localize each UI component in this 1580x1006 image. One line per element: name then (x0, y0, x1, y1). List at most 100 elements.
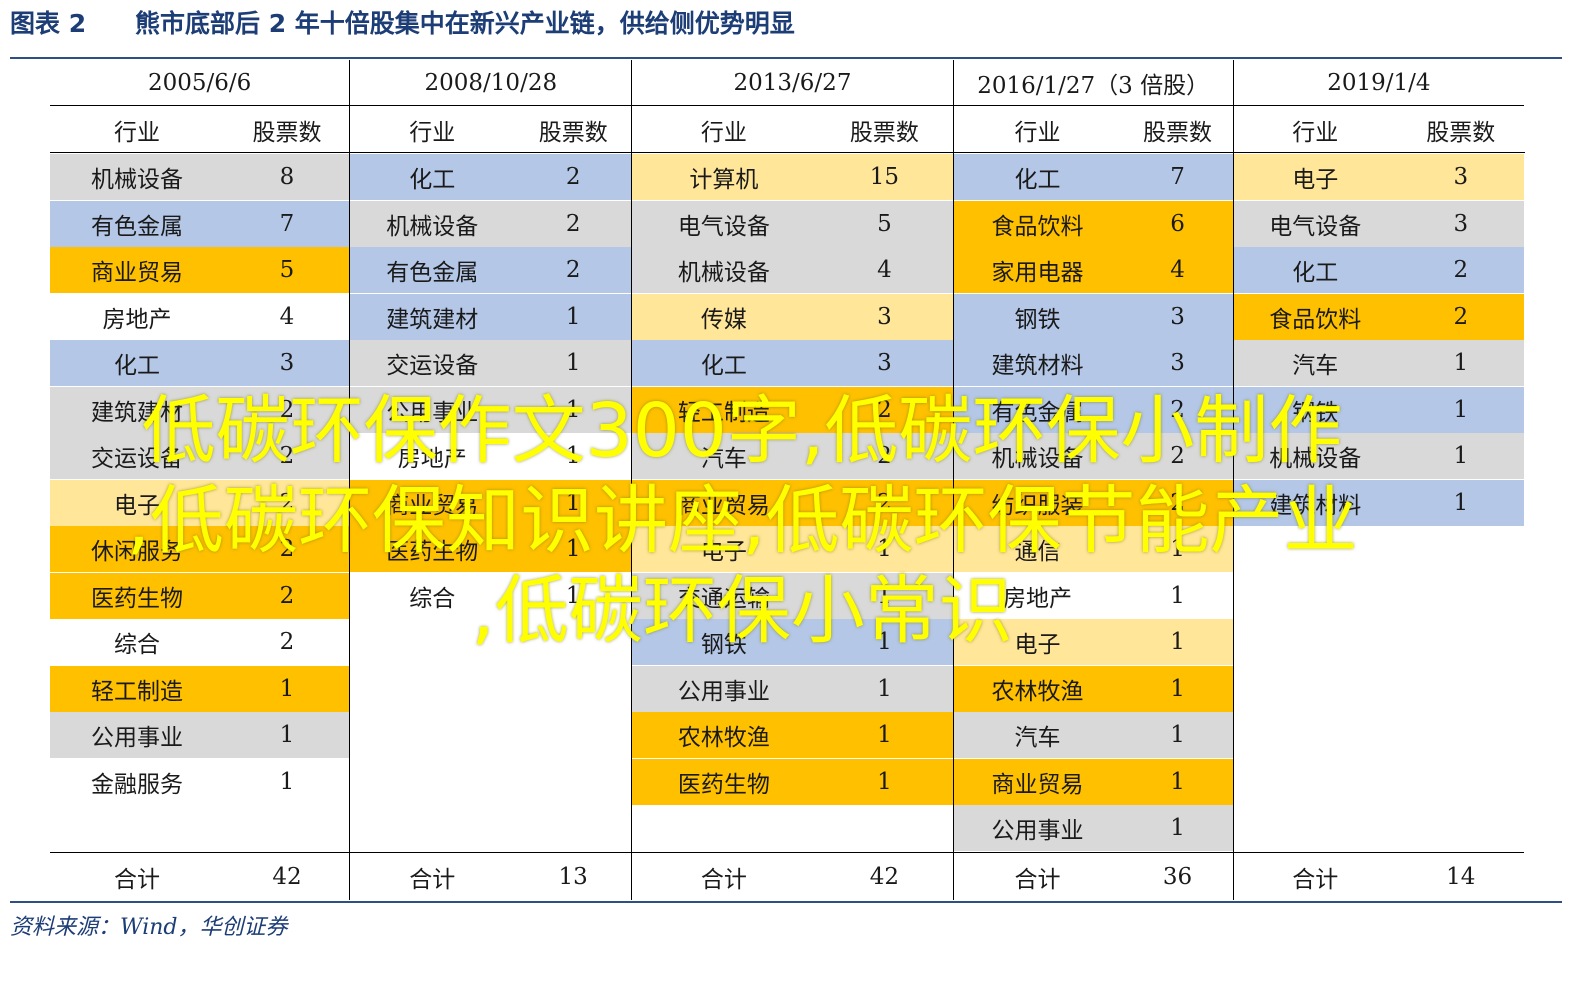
industry-cell: 有色金属 (386, 260, 479, 286)
industry-cell: 电子 (1014, 632, 1061, 658)
count-cell: 1 (877, 629, 892, 655)
industry-cell: 商业贸易 (991, 771, 1084, 798)
count-cell: 2 (279, 582, 295, 609)
figure-label: 图表 2 (10, 9, 87, 38)
group-date-header: 2008/10/28 (350, 60, 632, 106)
table-group: 2008/10/28 行业 股票数 化工 2 机械设备 2 有色金属 2 建筑建材 1 交运设备 1 公用… (349, 60, 633, 900)
table-row: 建筑材料 3 (953, 340, 1233, 386)
column-header-industry: 行业 (953, 107, 1122, 153)
source-note: 资料来源：Wind，华创证券 (10, 915, 288, 940)
industry-cell: 医药生物 (677, 771, 770, 798)
table-row: 通信 1 (953, 526, 1233, 572)
table-row: 农林牧渔 1 (632, 712, 953, 758)
table-row: 电子 1 (953, 619, 1233, 665)
industry-cell: 交通运输 (677, 585, 770, 612)
industry-cell: 钢铁 (1014, 306, 1061, 333)
table-row: 电气设备 3 (1233, 200, 1524, 247)
figure-caption: 图表 2 熊市底部后 2 年十倍股集中在新兴产业链，供给侧优势明显 (10, 4, 1550, 44)
count-cell: 1 (877, 582, 892, 609)
count-cell: 2 (279, 489, 295, 516)
industry-cell: 商业贸易 (91, 260, 183, 286)
count-cell: 3 (1453, 164, 1469, 190)
count-cell: 15 (869, 164, 900, 190)
count-cell: 1 (1453, 443, 1469, 469)
table-row: 钢铁 3 (953, 293, 1233, 340)
table-row: 商业贸易 5 (50, 247, 350, 293)
group-date-header: 2016/1/27（3 倍股） (953, 60, 1233, 106)
figure-title: 熊市底部后 2 年十倍股集中在新兴产业链，供给侧优势明显 (135, 9, 795, 38)
industry-cell: 建筑建材 (386, 306, 479, 333)
count-cell: 2 (279, 443, 295, 469)
table-row: 房地产 1 (350, 433, 632, 479)
industry-cell: 钢铁 (700, 632, 747, 658)
column-header-count: 股票数 (514, 107, 633, 153)
count-cell: 1 (565, 582, 581, 609)
count-cell: 1 (565, 536, 581, 562)
table-row: 化工 7 (953, 154, 1233, 200)
table-row: 公用事业 1 (632, 665, 953, 712)
industry-cell: 公用事业 (91, 725, 183, 751)
industry-cell: 电气设备 (1269, 213, 1362, 240)
count-cell: 2 (877, 489, 892, 516)
count-cell: 3 (877, 350, 892, 376)
industry-cell: 有色金属 (991, 399, 1084, 426)
column-header-industry: 行业 (632, 107, 816, 153)
industry-cell: 房地产 (102, 306, 172, 333)
group-date-header: 2019/1/4 (1233, 60, 1524, 106)
total-row: 合计 42 (50, 852, 350, 901)
table-row: 化工 3 (632, 340, 953, 386)
industry-cell: 农林牧渔 (677, 725, 770, 751)
industry-cell: 建筑材料 (991, 353, 1084, 379)
table-row: 纺织服装 2 (953, 479, 1233, 526)
count-cell: 1 (1170, 722, 1185, 748)
count-cell: 2 (1170, 396, 1185, 423)
industry-cell: 有色金属 (91, 213, 183, 240)
count-cell: 2 (1453, 303, 1469, 330)
table-row: 综合 2 (50, 619, 350, 665)
total-row: 合计 14 (1233, 852, 1524, 901)
total-label: 合计 (114, 867, 160, 893)
industry-cell: 计算机 (689, 167, 759, 193)
industry-cell: 房地产 (397, 446, 467, 472)
table-row: 房地产 4 (50, 293, 350, 340)
count-cell: 4 (279, 303, 295, 330)
count-cell: 2 (565, 164, 581, 190)
table-row: 建筑建材 2 (50, 386, 350, 433)
industry-cell: 机械设备 (1269, 446, 1362, 472)
table-row: 综合 1 (350, 572, 632, 619)
industry-cell: 化工 (1292, 260, 1339, 286)
total-label: 合计 (1292, 867, 1339, 893)
group-date-header: 2005/6/6 (50, 60, 350, 106)
column-header-industry: 行业 (350, 107, 515, 153)
count-cell: 1 (565, 303, 581, 330)
table-row: 公用事业 1 (50, 712, 350, 758)
count-cell: 2 (279, 536, 295, 562)
count-cell: 2 (877, 443, 892, 469)
table-row: 机械设备 2 (350, 200, 632, 247)
industry-cell: 综合 (114, 632, 160, 658)
table-row: 交运设备 1 (350, 340, 632, 386)
count-cell: 1 (565, 443, 581, 469)
table-row: 医药生物 1 (632, 758, 953, 805)
column-header-count: 股票数 (1121, 107, 1234, 153)
count-cell: 1 (279, 675, 295, 702)
industry-cell: 交运设备 (91, 446, 183, 472)
total-label: 合计 (1014, 867, 1061, 893)
count-cell: 2 (877, 396, 892, 423)
count-cell: 1 (1170, 536, 1185, 562)
count-cell: 1 (1170, 582, 1185, 609)
industry-cell: 公用事业 (991, 818, 1084, 844)
table-row: 医药生物 2 (50, 572, 350, 619)
industry-cell: 医药生物 (386, 539, 479, 565)
count-cell: 3 (877, 303, 892, 330)
industry-cell: 化工 (114, 353, 160, 379)
table-row: 汽车 1 (953, 712, 1233, 758)
table-row: 有色金属 2 (953, 386, 1233, 433)
count-cell: 4 (877, 257, 892, 283)
count-cell: 3 (1453, 210, 1469, 237)
count-cell: 7 (279, 210, 295, 237)
count-cell: 6 (1170, 210, 1185, 237)
bottom-rule (10, 901, 1562, 903)
count-cell: 1 (877, 768, 892, 795)
count-cell: 1 (279, 722, 295, 748)
